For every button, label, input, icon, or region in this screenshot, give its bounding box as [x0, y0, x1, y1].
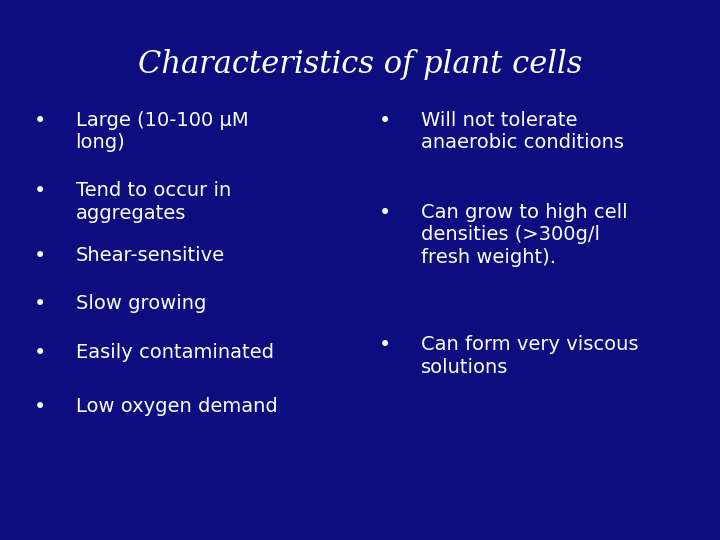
Text: •: •	[33, 294, 46, 314]
Text: Will not tolerate
anaerobic conditions: Will not tolerate anaerobic conditions	[421, 111, 624, 152]
Text: •: •	[33, 181, 46, 201]
Text: Characteristics of plant cells: Characteristics of plant cells	[138, 49, 582, 79]
Text: •: •	[379, 335, 392, 355]
Text: Shear-sensitive: Shear-sensitive	[76, 246, 225, 265]
Text: •: •	[379, 111, 392, 131]
Text: •: •	[33, 111, 46, 131]
Text: •: •	[33, 397, 46, 417]
Text: •: •	[33, 343, 46, 363]
Text: Tend to occur in
aggregates: Tend to occur in aggregates	[76, 181, 231, 222]
Text: Low oxygen demand: Low oxygen demand	[76, 397, 277, 416]
Text: Can form very viscous
solutions: Can form very viscous solutions	[421, 335, 639, 376]
Text: Slow growing: Slow growing	[76, 294, 206, 313]
Text: •: •	[379, 202, 392, 222]
Text: Easily contaminated: Easily contaminated	[76, 343, 274, 362]
Text: Can grow to high cell
densities (>300g/l
fresh weight).: Can grow to high cell densities (>300g/l…	[421, 202, 628, 267]
Text: Large (10-100 μM
long): Large (10-100 μM long)	[76, 111, 248, 152]
Text: •: •	[33, 246, 46, 266]
